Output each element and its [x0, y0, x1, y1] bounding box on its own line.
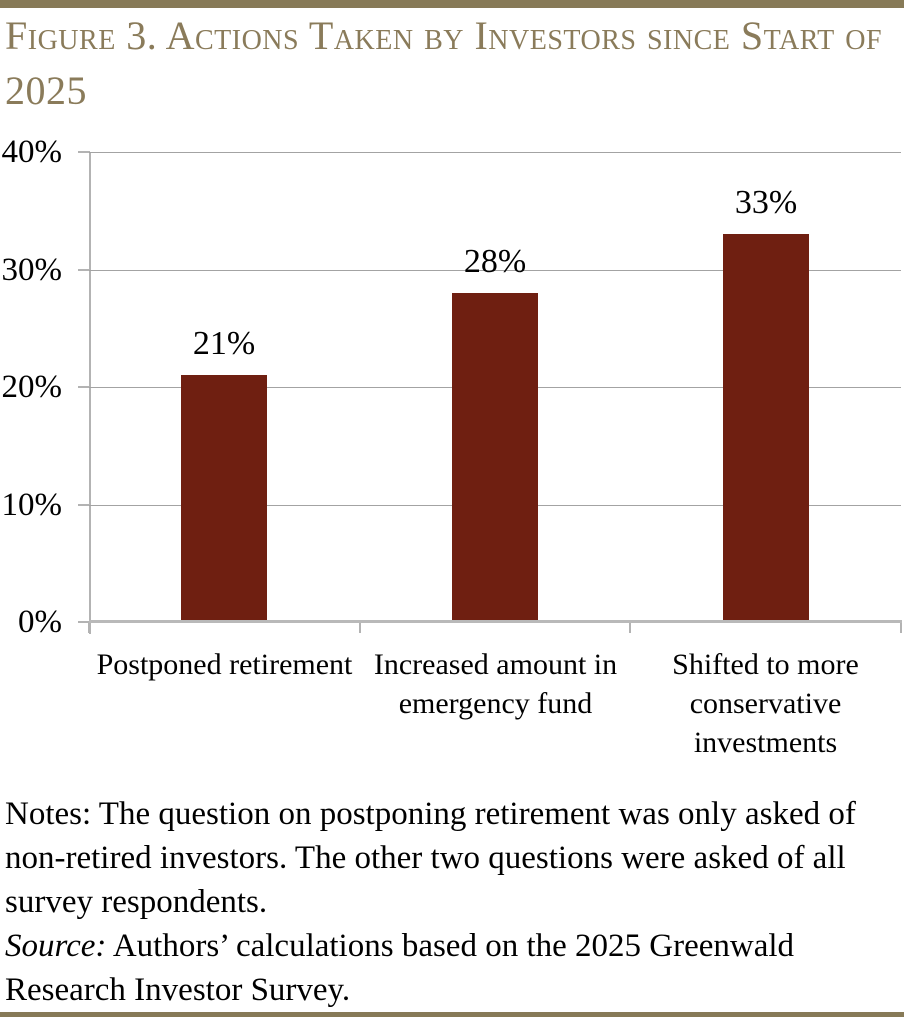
gridline-30: [89, 270, 901, 271]
x-axis-ticks: [88, 623, 902, 635]
category-label-2: Increased amount in emergency fund: [373, 648, 618, 720]
y-tick-mark: [78, 504, 90, 506]
source-label: Source:: [5, 928, 107, 964]
top-rule: [0, 0, 904, 8]
y-axis-line: [89, 152, 91, 634]
x-axis-line: [89, 620, 902, 623]
category-label-3: Shifted to more conservative investments: [672, 648, 859, 759]
x-tick-mark: [900, 623, 902, 633]
y-tick-label: 30%: [1, 252, 63, 288]
bar-value-label: 28%: [463, 243, 527, 280]
bottom-rule: [0, 1012, 904, 1017]
y-tick-mark: [78, 386, 90, 388]
bar-2: [452, 293, 538, 622]
y-axis-ticks: [78, 151, 90, 623]
source-text: Authors’ calculations based on the 2025 …: [5, 928, 795, 1008]
x-tick-mark: [629, 623, 631, 633]
bar-value-label: 21%: [192, 325, 256, 362]
gridline-40: [89, 152, 901, 153]
y-axis-labels: 0% 10% 20% 30% 40%: [0, 134, 63, 640]
y-tick-label: 10%: [1, 487, 63, 523]
y-tick-mark: [78, 269, 90, 271]
y-tick-label: 20%: [1, 369, 63, 405]
bar-1: [181, 375, 267, 622]
category-label-1: Postponed retirement: [96, 648, 353, 681]
plot-area: 21% 28% 33%: [89, 152, 901, 622]
notes-block: Notes: The question on postponing retire…: [5, 792, 889, 1012]
x-tick-mark: [359, 623, 361, 633]
y-tick-label: 40%: [1, 134, 63, 170]
bar-3: [723, 234, 809, 622]
notes-text: Notes: The question on postponing retire…: [5, 796, 856, 920]
figure-title: Figure 3. Actions Taken by Investors sin…: [5, 13, 883, 113]
y-tick-mark: [78, 151, 90, 153]
y-tick-label: 0%: [18, 604, 62, 640]
source-line: Source: Authors’ calculations based on t…: [5, 924, 889, 1012]
y-tick-mark: [78, 621, 90, 623]
x-tick-mark: [88, 623, 90, 633]
bar-value-label: 33%: [734, 184, 798, 221]
